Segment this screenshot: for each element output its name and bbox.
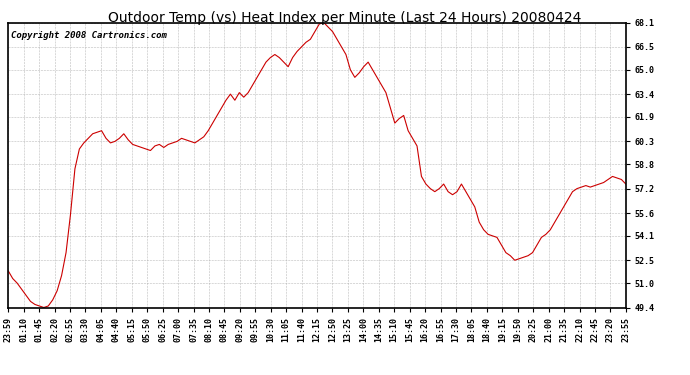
- Text: Outdoor Temp (vs) Heat Index per Minute (Last 24 Hours) 20080424: Outdoor Temp (vs) Heat Index per Minute …: [108, 11, 582, 25]
- Text: Copyright 2008 Cartronics.com: Copyright 2008 Cartronics.com: [11, 31, 167, 40]
